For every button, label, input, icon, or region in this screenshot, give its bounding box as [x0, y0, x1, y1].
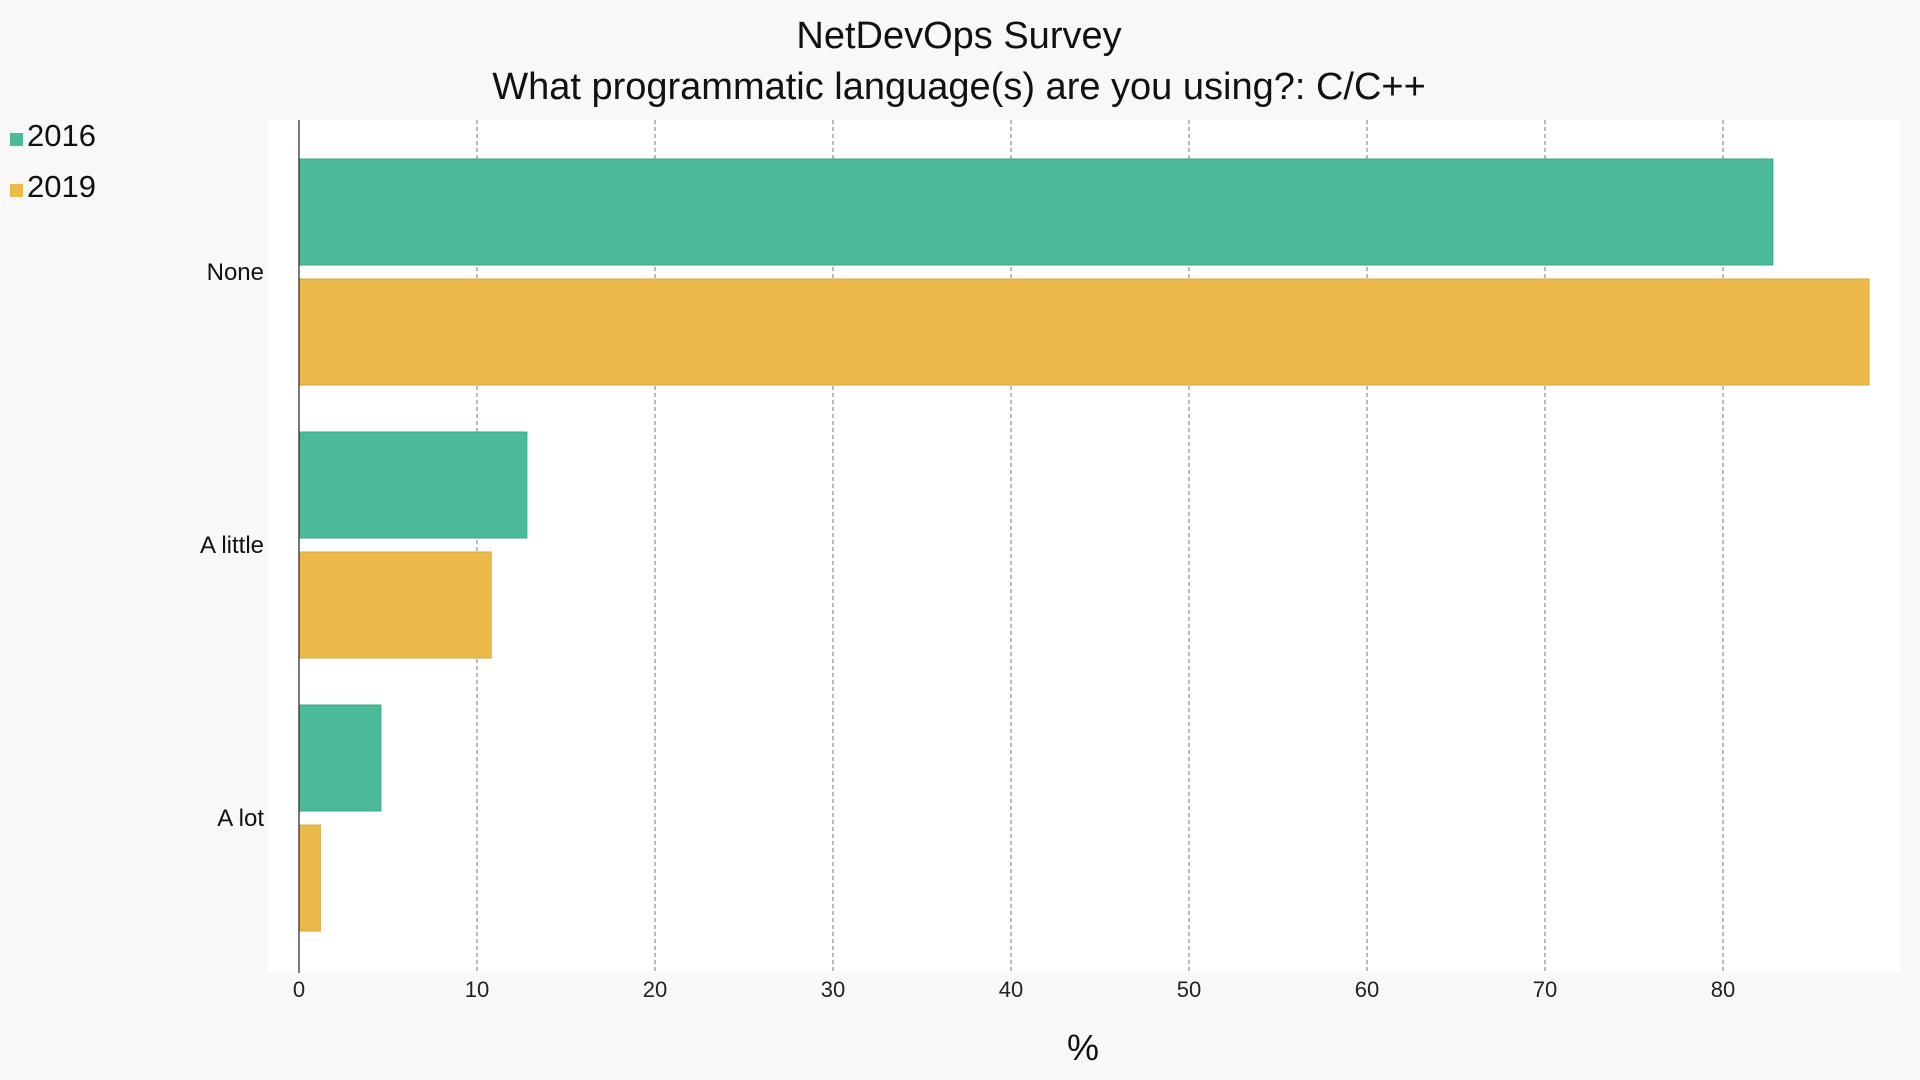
legend-label: 2019 [27, 169, 96, 204]
x-tick-label: 0 [293, 977, 305, 1002]
x-tick-label: 20 [643, 977, 667, 1002]
x-axis-label: % [1067, 1027, 1099, 1068]
bar-2019-none [298, 278, 1870, 386]
category-label: A little [200, 532, 264, 559]
legend-swatch [10, 133, 23, 146]
bar-2019-a-lot [298, 824, 321, 932]
x-tick-labels: 0 10 20 30 40 50 60 70 80 [293, 977, 1735, 1002]
category-label: None [207, 259, 264, 286]
x-tick-label: 10 [465, 977, 489, 1002]
legend: 2016 2019 [10, 118, 96, 204]
bar-2016-a-little [298, 431, 528, 539]
legend-label: 2016 [27, 118, 96, 153]
bar-layer [298, 158, 1870, 932]
category-labels: None A little A lot [200, 259, 264, 832]
bar-2016-a-lot [298, 704, 382, 812]
x-tick-label: 40 [999, 977, 1023, 1002]
bar-2019-a-little [298, 551, 492, 659]
x-tick-label: 30 [821, 977, 845, 1002]
x-tick-label: 80 [1711, 977, 1735, 1002]
chart-subtitle: What programmatic language(s) are you us… [492, 66, 1426, 108]
x-tick-label: 50 [1177, 977, 1201, 1002]
x-tick-label: 60 [1355, 977, 1379, 1002]
category-label: A lot [217, 805, 264, 832]
legend-swatch [10, 184, 23, 197]
bar-2016-none [298, 158, 1774, 266]
chart-title: NetDevOps Survey [796, 15, 1121, 57]
x-tick-label: 70 [1533, 977, 1557, 1002]
